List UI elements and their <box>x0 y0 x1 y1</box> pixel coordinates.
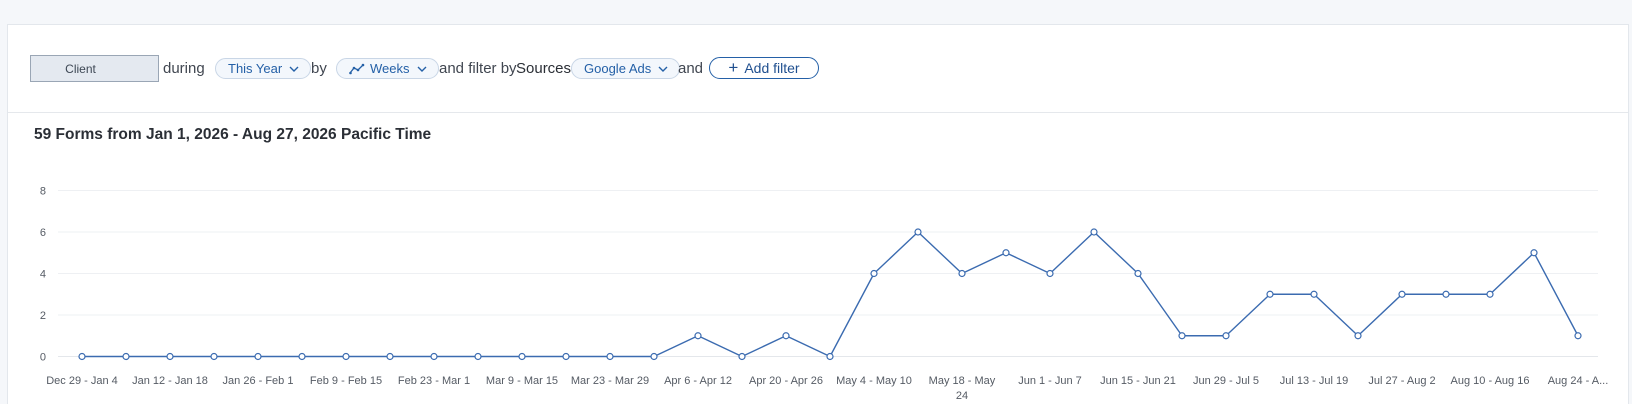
data-point <box>1354 332 1362 340</box>
x-tick-label: Feb 23 - Mar 1 <box>398 375 470 387</box>
and-label: and <box>678 60 704 77</box>
data-point <box>1574 332 1582 340</box>
data-point <box>298 352 306 361</box>
y-tick-label: 8 <box>40 186 46 198</box>
data-point <box>1398 290 1406 298</box>
x-tick-label: Jun 15 - Jun 21 <box>1100 375 1176 387</box>
data-point <box>606 352 614 361</box>
data-point <box>738 352 746 361</box>
y-tick-label: 0 <box>40 352 46 364</box>
data-point <box>694 332 702 340</box>
chevron-down-icon <box>289 66 299 72</box>
period-value: This Year <box>228 61 283 76</box>
data-point <box>518 352 526 361</box>
x-tick-label: Mar 9 - Mar 15 <box>486 375 558 387</box>
data-point <box>430 352 438 361</box>
data-point <box>870 269 878 278</box>
data-point <box>78 352 86 361</box>
data-point <box>914 228 922 236</box>
x-tick-label: Jul 13 - Jul 19 <box>1280 375 1348 387</box>
x-tick-label: Feb 9 - Feb 15 <box>310 375 382 387</box>
data-point <box>1266 290 1274 298</box>
data-point <box>122 352 130 361</box>
sources-label: Sources <box>516 60 572 77</box>
x-tick-label: May 18 - May <box>929 375 996 387</box>
x-tick-label: Dec 29 - Jan 4 <box>46 375 118 387</box>
x-tick-label: Apr 20 - Apr 26 <box>749 375 823 387</box>
plus-icon: + <box>728 58 739 77</box>
source-dropdown[interactable]: Google Ads <box>571 58 681 79</box>
series-line <box>82 231 1579 358</box>
data-point <box>386 352 394 361</box>
data-point <box>166 352 174 361</box>
x-tick-label: Jun 29 - Jul 5 <box>1193 375 1259 387</box>
source-value: Google Ads <box>584 61 652 76</box>
report-panel: Client during This Year by Weeks and fil… <box>7 24 1629 404</box>
trend-line-icon <box>349 63 365 74</box>
y-tick-label: 6 <box>40 227 46 239</box>
x-tick-label: Aug 24 - A... <box>1548 375 1609 387</box>
data-point <box>342 352 350 361</box>
x-tick-label: Jul 27 - Aug 2 <box>1368 375 1435 387</box>
during-label: during <box>163 60 205 77</box>
x-tick-label: Apr 6 - Apr 12 <box>664 375 732 387</box>
y-tick-label: 2 <box>40 310 46 322</box>
client-label: Client <box>65 61 96 76</box>
add-filter-button[interactable]: + Add filter <box>709 57 819 79</box>
data-point <box>474 352 482 361</box>
chevron-down-icon <box>417 66 426 72</box>
data-point <box>1002 249 1010 257</box>
interval-value: Weeks <box>370 61 410 76</box>
data-point <box>1090 228 1098 236</box>
x-tick-label: Mar 23 - Mar 29 <box>571 375 649 387</box>
x-tick-label: Jun 1 - Jun 7 <box>1018 375 1082 387</box>
chart-title: 59 Forms from Jan 1, 2026 - Aug 27, 2026… <box>34 126 432 143</box>
x-tick-label: May 4 - May 10 <box>836 375 912 387</box>
data-point <box>958 269 966 278</box>
data-point <box>782 332 790 340</box>
data-point <box>1530 249 1538 257</box>
data-point <box>1134 269 1142 278</box>
data-point <box>1222 332 1230 340</box>
filter-by-label: and filter by <box>439 60 517 77</box>
data-point <box>1046 269 1054 278</box>
x-tick-label: Jan 12 - Jan 18 <box>132 375 208 387</box>
x-tick-label: 24 <box>956 390 968 400</box>
filter-bar: Client during This Year by Weeks and fil… <box>8 25 1628 113</box>
data-point <box>1442 290 1450 298</box>
data-point <box>562 352 570 361</box>
client-select[interactable]: Client <box>30 55 159 82</box>
data-point <box>650 352 658 361</box>
data-point <box>1486 290 1494 298</box>
by-label: by <box>311 60 327 77</box>
data-point <box>1178 332 1186 340</box>
data-point <box>826 352 834 361</box>
y-tick-label: 4 <box>40 269 46 281</box>
period-dropdown[interactable]: This Year <box>215 58 312 79</box>
interval-dropdown[interactable]: Weeks <box>336 58 439 79</box>
data-point <box>254 352 262 361</box>
data-point <box>210 352 218 361</box>
chevron-down-icon <box>658 66 668 72</box>
add-filter-label: Add filter <box>744 60 800 76</box>
data-point <box>1310 290 1318 298</box>
x-tick-label: Jan 26 - Feb 1 <box>223 375 294 387</box>
x-tick-label: Aug 10 - Aug 16 <box>1451 375 1530 387</box>
